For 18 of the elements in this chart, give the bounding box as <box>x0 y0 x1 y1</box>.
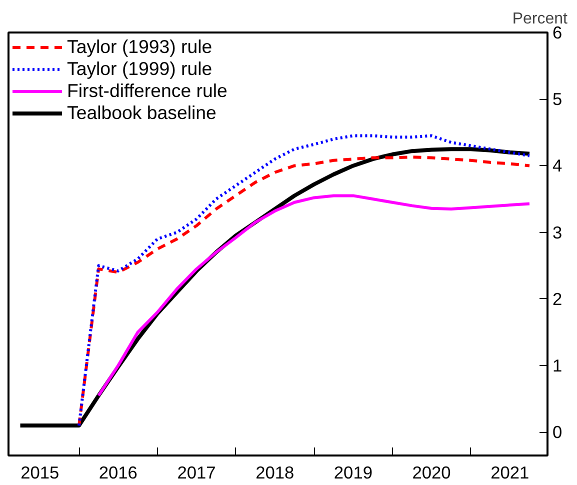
x-tick-label: 2017 <box>177 462 216 482</box>
legend-label: Taylor (1993) rule <box>67 36 212 58</box>
x-tick-label: 2016 <box>98 462 138 482</box>
legend-label: Tealbook baseline <box>67 102 216 124</box>
y-tick-label: 4 <box>552 156 562 176</box>
y-tick-label: 3 <box>552 222 562 242</box>
legend-label: Taylor (1999) rule <box>67 58 212 80</box>
x-tick-label: 2015 <box>20 462 60 482</box>
y-tick-label: 2 <box>552 288 562 309</box>
x-tick-label: 2018 <box>256 462 294 482</box>
y-tick-label: 1 <box>552 356 562 376</box>
x-tick-label: 2021 <box>490 462 530 482</box>
y-tick-label: 0 <box>552 422 562 442</box>
y-tick-label: 5 <box>552 89 562 110</box>
x-tick-label: 2020 <box>412 462 451 482</box>
legend-label: First-difference rule <box>67 80 228 102</box>
line-series <box>97 194 531 398</box>
x-tick-label: 2019 <box>334 462 372 482</box>
